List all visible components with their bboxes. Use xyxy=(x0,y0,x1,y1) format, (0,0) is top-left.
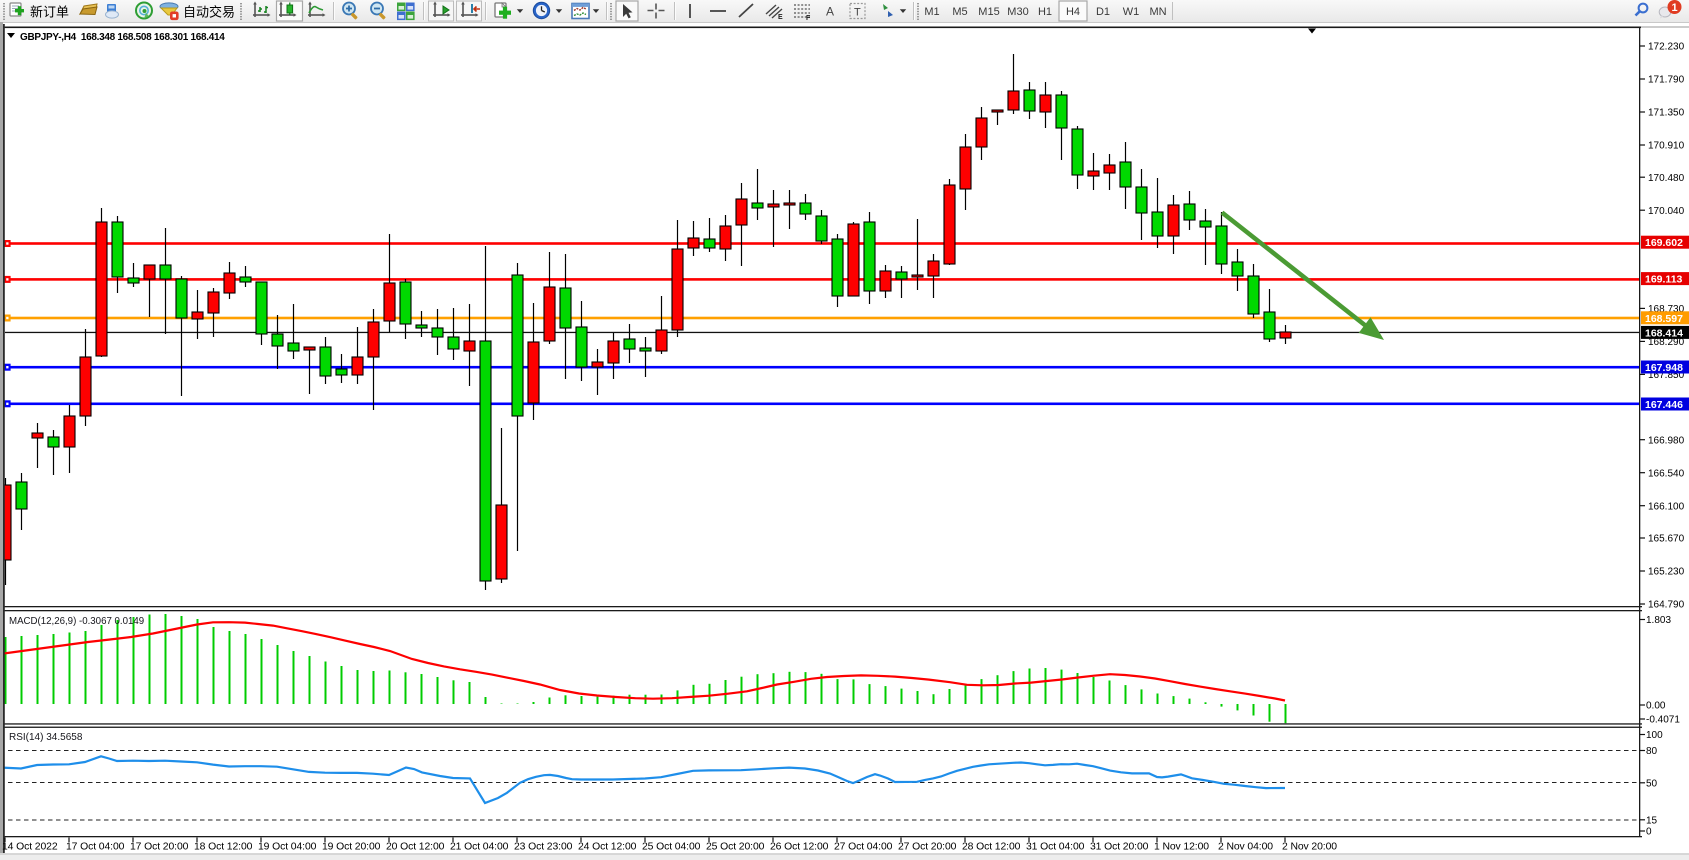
svg-text:17 Oct 04:00: 17 Oct 04:00 xyxy=(66,842,125,853)
svg-text:25 Oct 20:00: 25 Oct 20:00 xyxy=(706,842,765,853)
svg-text:31 Oct 04:00: 31 Oct 04:00 xyxy=(1026,842,1085,853)
svg-text:100: 100 xyxy=(1646,730,1663,741)
svg-text:171.350: 171.350 xyxy=(1648,108,1685,119)
svg-text:F: F xyxy=(806,15,811,22)
svg-text:0: 0 xyxy=(1646,827,1652,838)
svg-text:166.980: 166.980 xyxy=(1648,435,1685,446)
svg-text:21 Oct 04:00: 21 Oct 04:00 xyxy=(450,842,509,853)
svg-text:168.290: 168.290 xyxy=(1648,337,1685,348)
svg-text:GBPJPY-,H4 168.348 168.508 16: GBPJPY-,H4 168.348 168.508 168.301 168.4… xyxy=(20,32,225,43)
svg-text:H4: H4 xyxy=(1066,6,1080,18)
svg-text:0.00: 0.00 xyxy=(1646,701,1666,712)
svg-text:19 Oct 04:00: 19 Oct 04:00 xyxy=(258,842,317,853)
svg-text:W1: W1 xyxy=(1123,6,1140,18)
svg-text:RSI(14) 34.5658: RSI(14) 34.5658 xyxy=(9,732,83,743)
svg-text:23 Oct 23:00: 23 Oct 23:00 xyxy=(514,842,573,853)
svg-text:-0.4071: -0.4071 xyxy=(1646,715,1680,726)
svg-text:17 Oct 20:00: 17 Oct 20:00 xyxy=(130,842,189,853)
svg-text:1 Nov 12:00: 1 Nov 12:00 xyxy=(1154,842,1209,853)
svg-text:165.670: 165.670 xyxy=(1648,534,1685,545)
svg-text:MACD(12,26,9) -0.3067 0.0149: MACD(12,26,9) -0.3067 0.0149 xyxy=(9,616,144,627)
svg-text:169.113: 169.113 xyxy=(1645,274,1683,286)
svg-text:172.230: 172.230 xyxy=(1648,42,1685,53)
svg-text:1: 1 xyxy=(1671,2,1677,14)
svg-text:自动交易: 自动交易 xyxy=(183,5,235,20)
svg-text:M1: M1 xyxy=(924,6,939,18)
svg-text:A: A xyxy=(826,5,834,19)
svg-text:18 Oct 12:00: 18 Oct 12:00 xyxy=(194,842,253,853)
svg-text:167.446: 167.446 xyxy=(1645,399,1683,411)
svg-text:171.790: 171.790 xyxy=(1648,75,1685,86)
svg-text:168.597: 168.597 xyxy=(1645,313,1683,325)
svg-text:170.480: 170.480 xyxy=(1648,173,1685,184)
svg-text:26 Oct 12:00: 26 Oct 12:00 xyxy=(770,842,829,853)
svg-text:27 Oct 20:00: 27 Oct 20:00 xyxy=(898,842,957,853)
svg-text:M30: M30 xyxy=(1007,6,1028,18)
svg-text:167.850: 167.850 xyxy=(1648,370,1685,381)
svg-text:19 Oct 20:00: 19 Oct 20:00 xyxy=(322,842,381,853)
svg-text:28 Oct 12:00: 28 Oct 12:00 xyxy=(962,842,1021,853)
svg-text:15: 15 xyxy=(1646,815,1658,826)
svg-text:T: T xyxy=(854,7,861,19)
svg-text:164.790: 164.790 xyxy=(1648,600,1685,611)
svg-text:27 Oct 04:00: 27 Oct 04:00 xyxy=(834,842,893,853)
svg-text:2 Nov 20:00: 2 Nov 20:00 xyxy=(1282,842,1337,853)
svg-text:25 Oct 04:00: 25 Oct 04:00 xyxy=(642,842,701,853)
svg-text:166.540: 166.540 xyxy=(1648,468,1685,479)
svg-text:M15: M15 xyxy=(978,6,999,18)
svg-text:170.040: 170.040 xyxy=(1648,206,1685,217)
svg-text:170.910: 170.910 xyxy=(1648,141,1685,152)
svg-text:M5: M5 xyxy=(952,6,967,18)
svg-text:166.100: 166.100 xyxy=(1648,501,1685,512)
svg-text:31 Oct 20:00: 31 Oct 20:00 xyxy=(1090,842,1149,853)
svg-text:H1: H1 xyxy=(1038,6,1052,18)
svg-text:E: E xyxy=(778,14,783,21)
svg-text:50: 50 xyxy=(1646,778,1658,789)
svg-text:MN: MN xyxy=(1149,6,1166,18)
svg-text:14 Oct 2022: 14 Oct 2022 xyxy=(2,842,58,853)
svg-text:168.414: 168.414 xyxy=(1645,327,1683,339)
svg-text:20 Oct 12:00: 20 Oct 12:00 xyxy=(386,842,445,853)
svg-text:1.803: 1.803 xyxy=(1646,615,1671,626)
svg-text:D1: D1 xyxy=(1096,6,1110,18)
svg-text:169.602: 169.602 xyxy=(1645,237,1683,249)
svg-text:2 Nov 04:00: 2 Nov 04:00 xyxy=(1218,842,1273,853)
svg-text:165.230: 165.230 xyxy=(1648,567,1685,578)
svg-text:新订单: 新订单 xyxy=(30,5,69,20)
svg-text:167.948: 167.948 xyxy=(1645,362,1683,374)
svg-text:80: 80 xyxy=(1646,746,1658,757)
svg-text:24 Oct 12:00: 24 Oct 12:00 xyxy=(578,842,637,853)
svg-text:168.730: 168.730 xyxy=(1648,304,1685,315)
